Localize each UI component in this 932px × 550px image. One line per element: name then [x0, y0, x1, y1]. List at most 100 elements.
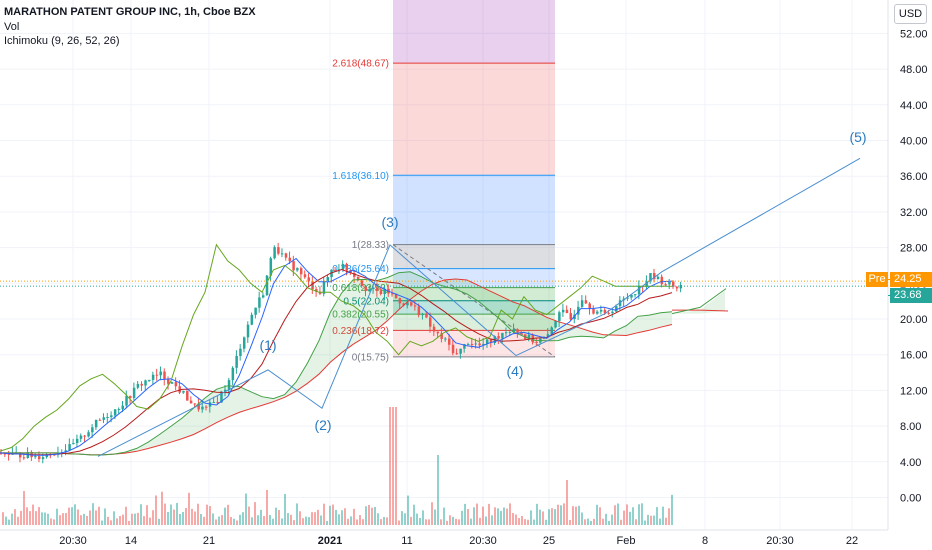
- volume-bar: [158, 518, 160, 525]
- candle-body: [288, 257, 292, 262]
- volume-bar: [221, 515, 223, 525]
- volume-bar: [434, 509, 436, 525]
- volume-bar: [41, 512, 43, 525]
- candle-body: [478, 343, 481, 346]
- volume-bar: [653, 515, 655, 525]
- candle-body: [261, 295, 265, 298]
- volume-bar: [464, 503, 466, 525]
- candle-body: [182, 391, 185, 393]
- candle-body: [205, 406, 208, 408]
- volume-bar: [584, 519, 586, 525]
- volume-bar: [233, 518, 235, 525]
- currency-button[interactable]: USD: [894, 4, 927, 24]
- grid-lines: [0, 0, 888, 530]
- candle-body: [178, 386, 181, 393]
- volume-bar: [515, 514, 517, 525]
- time-axis[interactable]: 20:30 14 21 2021 11 20:30 25 Feb 8 20:30 22: [0, 529, 888, 547]
- volume-bar: [2, 512, 4, 525]
- volume-bar: [404, 513, 406, 525]
- candle-body: [664, 284, 667, 286]
- volume-bar: [80, 515, 82, 525]
- candle-body: [224, 389, 227, 392]
- volume-bar: [461, 510, 463, 525]
- candle-body: [470, 344, 474, 346]
- fib-level-label: 0.236(18.72): [332, 326, 389, 337]
- volume-bar: [392, 407, 394, 525]
- volume-bar: [185, 508, 187, 525]
- volume-bar: [353, 508, 355, 525]
- volume-bar: [56, 508, 58, 525]
- volume-bar: [596, 504, 598, 525]
- candle-body: [102, 417, 106, 420]
- volume-indicator-label[interactable]: Vol: [4, 20, 20, 33]
- candle-body: [402, 303, 405, 306]
- volume-bar: [545, 519, 547, 525]
- candle-body: [410, 302, 413, 306]
- volume-bar: [416, 513, 418, 525]
- ichimoku-lines: [0, 243, 729, 456]
- volume-bar: [71, 507, 73, 525]
- candle-body: [565, 309, 569, 314]
- volume-bar: [98, 506, 100, 525]
- fib-level-label: 0(15.75): [352, 352, 389, 363]
- price-axis[interactable]: 52.0048.0044.0040.0036.0032.0028.0024.00…: [887, 0, 928, 530]
- candle-body: [421, 313, 424, 316]
- ichimoku-cloud: [0, 271, 725, 455]
- volume-bar: [125, 506, 127, 525]
- volume-bar: [398, 520, 400, 525]
- pre-market-label: Pre: [866, 272, 888, 287]
- symbol-title[interactable]: MARATHON PATENT GROUP INC, 1h, Cboe BZX: [4, 6, 256, 18]
- candle-body: [170, 382, 174, 384]
- volume-bar: [20, 510, 22, 525]
- volume-bar: [563, 503, 565, 525]
- volume-bar: [122, 514, 124, 525]
- volume-bar: [410, 516, 412, 525]
- candle-body: [296, 268, 299, 271]
- volume-bar: [644, 520, 646, 525]
- volume-bar: [455, 518, 457, 525]
- time-axis-label: 22: [846, 535, 858, 547]
- candle-body: [91, 427, 94, 433]
- candle-body: [520, 332, 523, 335]
- volume-bar: [332, 504, 334, 525]
- volume-bar: [101, 520, 103, 525]
- volume-bar: [362, 519, 364, 525]
- candle-body: [132, 387, 136, 398]
- candle-body: [250, 314, 254, 325]
- volume-bar: [647, 514, 649, 525]
- fib-zone: [393, 175, 555, 245]
- volume-bar: [296, 503, 298, 525]
- time-axis-label: 25: [543, 535, 555, 547]
- volume-bar: [602, 518, 604, 525]
- volume-bar: [302, 518, 304, 525]
- candle-body: [144, 380, 147, 386]
- volume-bar: [509, 503, 511, 525]
- candle-body: [592, 308, 595, 314]
- volume-bar: [665, 517, 667, 525]
- candle-body: [432, 326, 436, 332]
- candle-body: [675, 286, 679, 289]
- candle-body: [34, 456, 37, 458]
- candle-body: [451, 344, 455, 354]
- volume-bar: [632, 507, 634, 525]
- volume-bar: [485, 516, 487, 525]
- candle-body: [303, 274, 307, 278]
- candle-body: [634, 294, 637, 296]
- time-axis-label: 20:30: [469, 535, 497, 547]
- fibonacci-retracement: 2.618(48.67) 1.618(36.10) 1(28.33) 0.786(25…: [332, 0, 556, 363]
- volume-bar: [248, 506, 250, 525]
- ichimoku-indicator-label[interactable]: Ichimoku (9, 26, 52, 26): [4, 35, 120, 47]
- volume-bar: [452, 516, 454, 525]
- candle-body: [311, 281, 314, 290]
- time-axis-label: 8: [702, 535, 708, 547]
- volume-bar: [407, 495, 409, 525]
- candle-body: [265, 275, 269, 296]
- candle-body: [45, 454, 49, 458]
- volume-bar: [326, 520, 328, 525]
- time-axis-label: 20:30: [766, 535, 794, 547]
- candle-body: [151, 374, 155, 380]
- volume-bar: [245, 493, 247, 525]
- candle-body: [117, 409, 121, 411]
- candle-body: [106, 417, 109, 419]
